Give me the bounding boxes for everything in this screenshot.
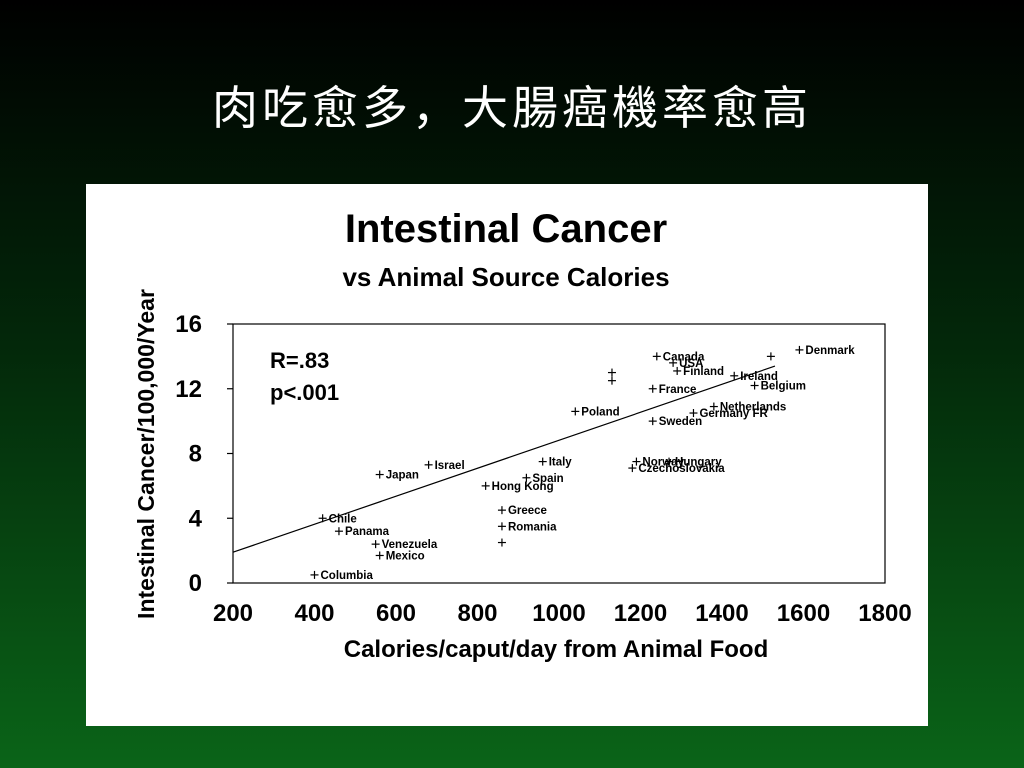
- chart-card: Intestinal Cancer vs Animal Source Calor…: [86, 184, 928, 726]
- y-axis-ticks: 0 4 8 12 16: [175, 311, 233, 597]
- point-label: Greece: [508, 505, 547, 517]
- x-tick-label: 200: [213, 600, 253, 627]
- data-point: Israel: [424, 460, 465, 472]
- y-axis-label: Intestinal Cancer/100,000/Year: [133, 289, 159, 619]
- data-point: [766, 352, 775, 361]
- x-tick-label: 800: [457, 600, 497, 627]
- data-point: Belgium: [750, 381, 806, 393]
- point-label: Norway: [642, 457, 684, 469]
- y-tick-label: 4: [189, 505, 203, 532]
- data-point: Mexico: [375, 550, 425, 562]
- point-label: Venezuela: [382, 539, 438, 551]
- x-tick-label: 1000: [532, 600, 585, 627]
- data-point: USA: [669, 358, 703, 370]
- data-point: Netherlands: [709, 402, 786, 414]
- scatter-chart: Intestinal Cancer vs Animal Source Calor…: [133, 207, 912, 663]
- point-label: Spain: [532, 473, 563, 485]
- data-point: Hungary: [665, 457, 722, 469]
- x-tick-label: 400: [294, 600, 334, 627]
- plot-frame: [232, 323, 886, 584]
- point-label: Mexico: [386, 550, 425, 562]
- point-label: Poland: [581, 406, 619, 418]
- data-point: Czechoslovakia: [628, 463, 725, 475]
- point-label: Hungary: [675, 457, 722, 469]
- y-tick-label: 16: [175, 311, 202, 338]
- data-point: Ireland: [730, 371, 778, 383]
- data-point: France: [648, 384, 697, 396]
- x-tick-label: 1600: [777, 600, 830, 627]
- data-point: Poland: [571, 406, 620, 418]
- y-tick-label: 8: [189, 441, 202, 468]
- data-point: Germany FR: [689, 408, 769, 420]
- slide-title: 肉吃愈多，大腸癌機率愈高: [212, 81, 812, 135]
- data-point: Japan: [375, 470, 419, 482]
- point-label: France: [659, 384, 697, 396]
- data-point: Columbia: [310, 570, 374, 582]
- data-point: Italy: [538, 457, 573, 469]
- data-point: Spain: [522, 473, 564, 485]
- data-point: Chile: [318, 513, 357, 525]
- chart-subtitle: vs Animal Source Calories: [342, 262, 669, 292]
- data-point: Romania: [497, 521, 557, 533]
- x-tick-label: 1400: [695, 600, 748, 627]
- data-point: Finland: [673, 366, 724, 378]
- point-label: USA: [679, 358, 703, 370]
- x-tick-label: 600: [376, 600, 416, 627]
- point-label: Germany FR: [699, 408, 768, 420]
- point-label: Columbia: [321, 570, 374, 582]
- point-label: Ireland: [740, 371, 778, 383]
- stat-r-value: R=.83: [270, 348, 329, 373]
- point-label: Finland: [683, 366, 724, 378]
- point-label: Japan: [386, 470, 419, 482]
- data-point: Hong Kong: [481, 481, 554, 493]
- point-label: Denmark: [805, 345, 855, 357]
- x-tick-label: 1200: [614, 600, 667, 627]
- data-point: Norway: [632, 457, 685, 469]
- point-label: Romania: [508, 521, 557, 533]
- chart-title: Intestinal Cancer: [345, 207, 667, 251]
- data-point: Venezuela: [371, 539, 438, 551]
- y-tick-label: 0: [189, 570, 202, 597]
- point-label: Chile: [329, 513, 357, 525]
- point-label: Netherlands: [720, 402, 786, 414]
- point-label: Italy: [549, 457, 573, 469]
- data-point: [607, 368, 616, 377]
- data-point: [497, 538, 506, 547]
- data-point: [607, 376, 616, 385]
- point-label: Sweden: [659, 416, 702, 428]
- data-point: Sweden: [648, 416, 702, 428]
- trend-line-group: [232, 365, 776, 553]
- point-label: Panama: [345, 526, 390, 538]
- data-point: Greece: [497, 505, 547, 517]
- x-axis-ticks: 200 400 600 800 1000 1200 1400 1600 1800: [213, 600, 912, 627]
- data-point: Panama: [334, 526, 390, 538]
- point-label: Israel: [435, 460, 465, 472]
- data-point: Denmark: [795, 345, 855, 357]
- point-label: Belgium: [761, 381, 806, 393]
- x-tick-label: 1800: [858, 600, 911, 627]
- trend-line: [232, 365, 776, 553]
- x-axis-label: Calories/caput/day from Animal Food: [344, 636, 769, 663]
- point-label: Czechoslovakia: [638, 463, 725, 475]
- stat-p-value: p<.001: [270, 380, 339, 405]
- y-tick-label: 12: [175, 376, 202, 403]
- point-label: Hong Kong: [492, 481, 554, 493]
